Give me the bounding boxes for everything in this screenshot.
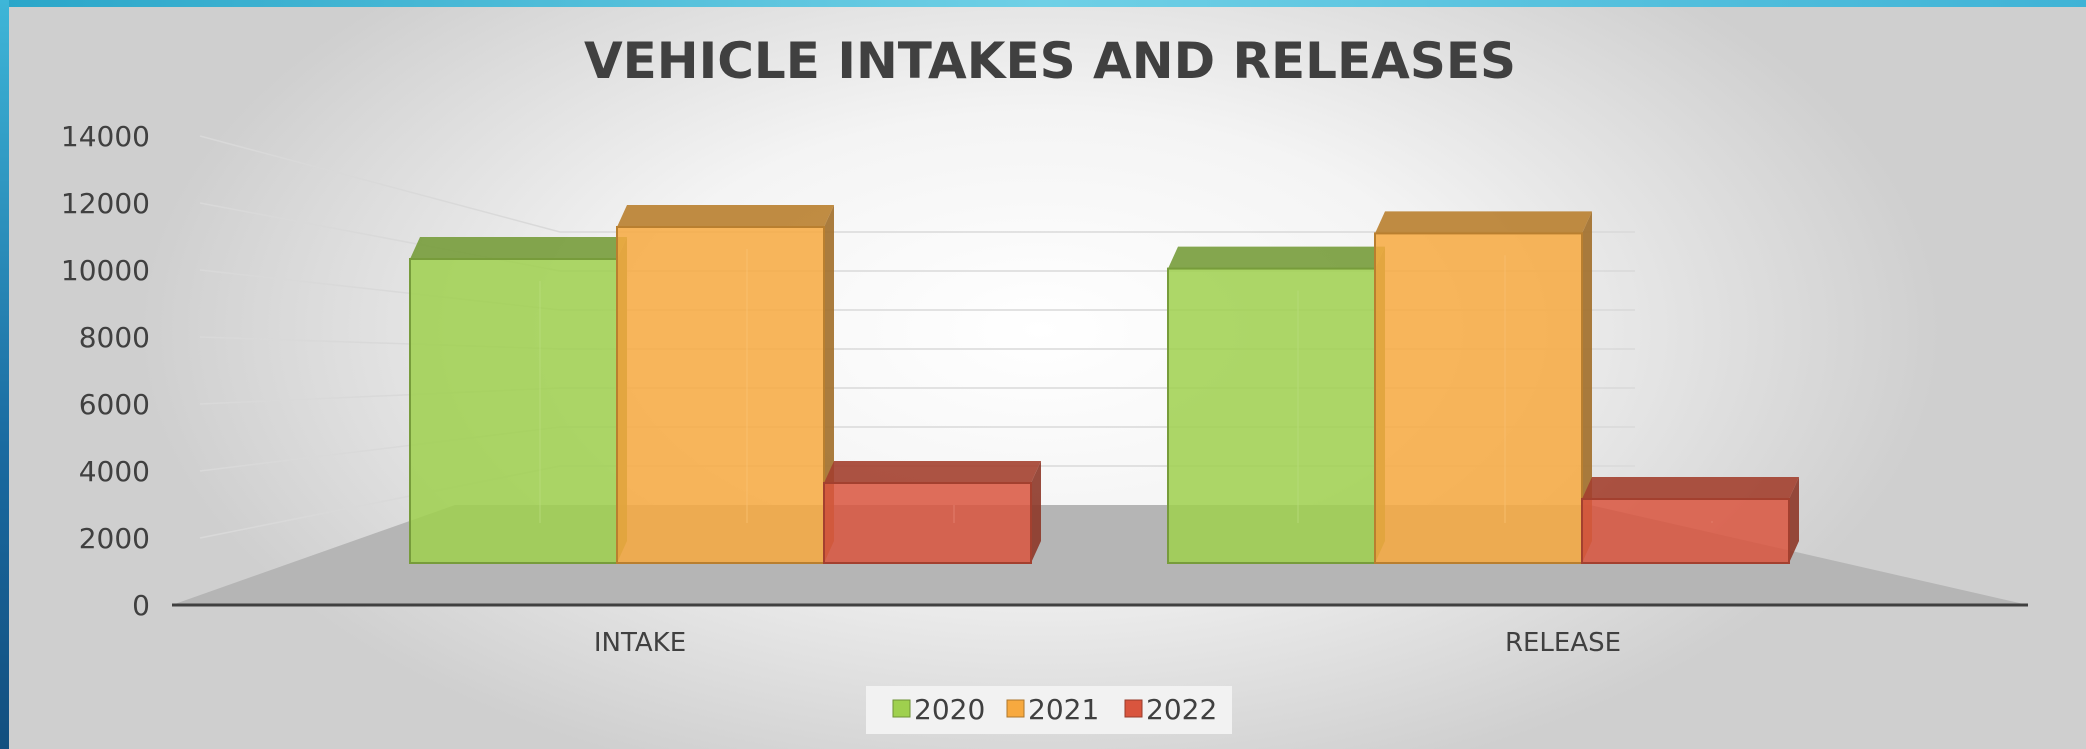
y-tick-label: 6000 [79, 388, 150, 421]
bars [409, 205, 1799, 564]
x-axis-categories: INTAKE RELEASE [594, 628, 1621, 658]
y-axis-ticks: 0 2000 4000 6000 8000 10000 12000 14000 [61, 120, 150, 622]
bar-top-face [410, 237, 627, 259]
legend-swatch [892, 699, 911, 718]
y-tick-label: 0 [132, 589, 150, 622]
gridline-side [199, 135, 561, 233]
bar-front-face [1374, 232, 1583, 564]
bar-top-face [1582, 477, 1799, 499]
bar-side-face [1582, 211, 1592, 563]
legend-swatch [1124, 699, 1143, 718]
y-tick-label: 4000 [79, 455, 150, 488]
bar-front-face [616, 226, 825, 564]
y-tick-label: 8000 [79, 321, 150, 354]
bar-top-face [617, 205, 834, 227]
chart-title: VEHICLE INTAKES AND RELEASES [584, 32, 1516, 90]
bar-intake-2022 [823, 461, 1041, 564]
left-accent-bar [0, 0, 9, 749]
y-tick-label: 2000 [79, 522, 150, 555]
x-category-label: RELEASE [1505, 628, 1621, 658]
bar-release-2020 [1167, 246, 1385, 564]
bar-top-face [1375, 211, 1592, 234]
legend-label: 2020 [914, 693, 985, 726]
y-tick-label: 10000 [61, 254, 150, 287]
y-tick-label: 12000 [61, 187, 150, 220]
bar-side-face [1031, 461, 1041, 563]
top-accent-bar [0, 0, 2086, 7]
legend: 2020 2021 2022 [866, 686, 1232, 734]
bar-release-2021 [1374, 211, 1592, 564]
bar-top-face [1168, 246, 1385, 269]
x-category-label: INTAKE [594, 628, 686, 658]
bar-front-face [823, 482, 1032, 564]
legend-box [866, 686, 1232, 734]
bar-top-face [824, 461, 1041, 483]
y-tick-label: 14000 [61, 120, 150, 153]
bar-side-face [1789, 477, 1799, 563]
bar-front-face [1581, 498, 1790, 564]
bar-front-face [409, 258, 618, 564]
bar-intake-2020 [409, 237, 627, 564]
bar-release-2022 [1581, 477, 1799, 564]
bar-intake-2021 [616, 205, 834, 564]
legend-swatch [1006, 699, 1025, 718]
legend-label: 2021 [1028, 693, 1099, 726]
bar-front-face [1167, 267, 1376, 564]
legend-label: 2022 [1146, 693, 1217, 726]
